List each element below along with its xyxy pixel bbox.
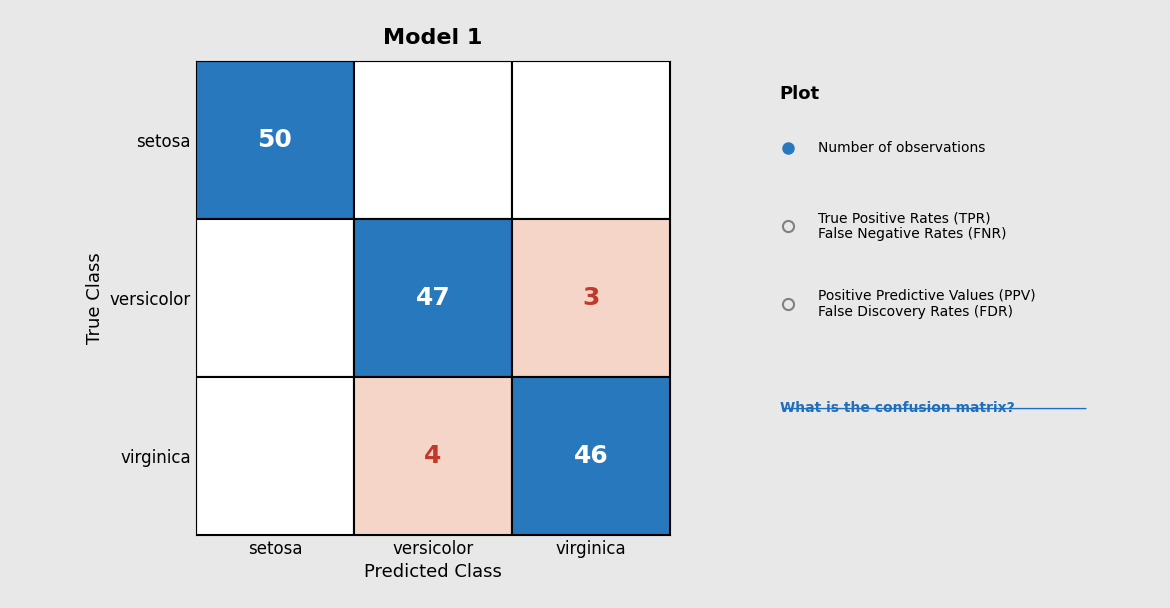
Text: 4: 4: [425, 444, 441, 468]
Bar: [353, 377, 512, 535]
Bar: [353, 61, 512, 219]
Bar: [512, 219, 670, 377]
Text: Plot: Plot: [779, 85, 820, 103]
Bar: [353, 219, 512, 377]
Text: 46: 46: [573, 444, 608, 468]
Text: 3: 3: [583, 286, 600, 310]
Text: Positive Predictive Values (PPV)
False Discovery Rates (FDR): Positive Predictive Values (PPV) False D…: [819, 289, 1037, 319]
Text: What is the confusion matrix?: What is the confusion matrix?: [779, 401, 1014, 415]
Title: Model 1: Model 1: [384, 28, 482, 48]
X-axis label: Predicted Class: Predicted Class: [364, 564, 502, 581]
Text: 47: 47: [415, 286, 450, 310]
Text: True Positive Rates (TPR)
False Negative Rates (FNR): True Positive Rates (TPR) False Negative…: [819, 211, 1007, 241]
Y-axis label: True Class: True Class: [87, 252, 104, 344]
Bar: [512, 61, 670, 219]
Bar: [195, 61, 353, 219]
Bar: [195, 377, 353, 535]
Text: 50: 50: [257, 128, 292, 152]
Bar: [512, 377, 670, 535]
Text: Number of observations: Number of observations: [819, 141, 986, 156]
Bar: [195, 219, 353, 377]
